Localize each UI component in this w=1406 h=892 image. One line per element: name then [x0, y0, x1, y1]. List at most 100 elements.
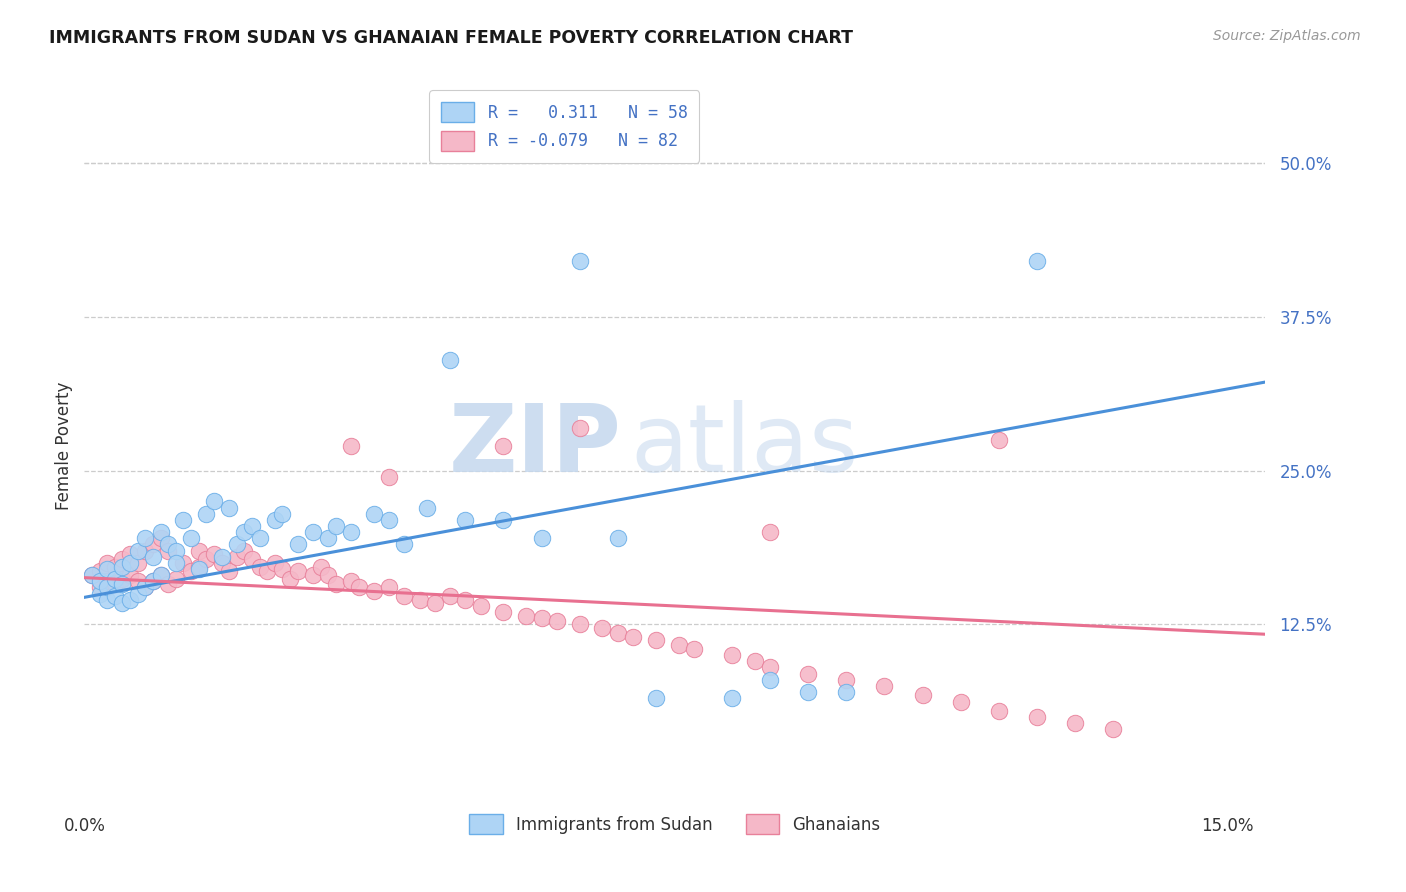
- Point: [104, 572, 127, 586]
- Point: [96, 592, 118, 607]
- Point: [835, 685, 858, 699]
- Point: [302, 525, 325, 540]
- Point: [233, 543, 256, 558]
- Point: [759, 673, 782, 687]
- Point: [515, 608, 537, 623]
- Point: [263, 513, 285, 527]
- Point: [325, 519, 347, 533]
- Point: [470, 599, 492, 613]
- Point: [568, 617, 591, 632]
- Point: [127, 574, 149, 589]
- Point: [835, 673, 858, 687]
- Point: [592, 621, 614, 635]
- Point: [340, 439, 363, 453]
- Point: [240, 519, 263, 533]
- Point: [302, 568, 325, 582]
- Point: [127, 556, 149, 570]
- Point: [134, 531, 156, 545]
- Point: [142, 537, 165, 551]
- Point: [439, 352, 461, 367]
- Point: [240, 552, 263, 566]
- Point: [987, 704, 1010, 718]
- Point: [340, 525, 363, 540]
- Point: [111, 552, 134, 566]
- Point: [96, 562, 118, 576]
- Point: [249, 531, 271, 545]
- Point: [149, 568, 172, 582]
- Text: ZIP: ZIP: [449, 400, 621, 492]
- Point: [316, 531, 339, 545]
- Point: [149, 525, 172, 540]
- Point: [668, 638, 690, 652]
- Point: [96, 556, 118, 570]
- Point: [454, 513, 477, 527]
- Point: [568, 254, 591, 268]
- Point: [416, 500, 439, 515]
- Point: [80, 568, 103, 582]
- Point: [394, 537, 416, 551]
- Point: [120, 568, 142, 582]
- Point: [744, 654, 766, 668]
- Point: [797, 685, 820, 699]
- Point: [111, 576, 134, 591]
- Point: [568, 420, 591, 434]
- Point: [80, 568, 103, 582]
- Point: [325, 576, 347, 591]
- Point: [211, 556, 233, 570]
- Point: [89, 581, 111, 595]
- Point: [218, 500, 240, 515]
- Point: [987, 433, 1010, 447]
- Point: [187, 543, 209, 558]
- Point: [172, 556, 194, 570]
- Point: [721, 648, 744, 662]
- Point: [89, 587, 111, 601]
- Point: [363, 507, 385, 521]
- Point: [211, 549, 233, 564]
- Point: [683, 642, 706, 657]
- Point: [157, 537, 180, 551]
- Point: [111, 597, 134, 611]
- Point: [111, 572, 134, 586]
- Point: [309, 559, 332, 574]
- Point: [111, 559, 134, 574]
- Point: [378, 469, 401, 483]
- Point: [127, 543, 149, 558]
- Text: Source: ZipAtlas.com: Source: ZipAtlas.com: [1213, 29, 1361, 43]
- Point: [120, 547, 142, 561]
- Point: [256, 565, 278, 579]
- Point: [606, 531, 628, 545]
- Point: [149, 568, 172, 582]
- Point: [149, 531, 172, 545]
- Point: [408, 592, 430, 607]
- Point: [911, 688, 934, 702]
- Point: [873, 679, 896, 693]
- Point: [142, 574, 165, 589]
- Point: [378, 513, 401, 527]
- Point: [721, 691, 744, 706]
- Point: [759, 525, 782, 540]
- Point: [287, 565, 309, 579]
- Point: [1025, 709, 1047, 723]
- Point: [142, 574, 165, 589]
- Point: [96, 574, 118, 589]
- Point: [271, 562, 294, 576]
- Point: [142, 549, 165, 564]
- Point: [278, 572, 301, 586]
- Point: [644, 633, 666, 648]
- Point: [621, 630, 644, 644]
- Point: [127, 587, 149, 601]
- Point: [134, 581, 156, 595]
- Point: [180, 565, 202, 579]
- Point: [104, 589, 127, 603]
- Point: [187, 559, 209, 574]
- Point: [104, 559, 127, 574]
- Point: [233, 525, 256, 540]
- Point: [271, 507, 294, 521]
- Point: [165, 572, 187, 586]
- Point: [378, 581, 401, 595]
- Point: [340, 574, 363, 589]
- Point: [218, 565, 240, 579]
- Point: [225, 537, 247, 551]
- Point: [347, 581, 370, 595]
- Point: [394, 589, 416, 603]
